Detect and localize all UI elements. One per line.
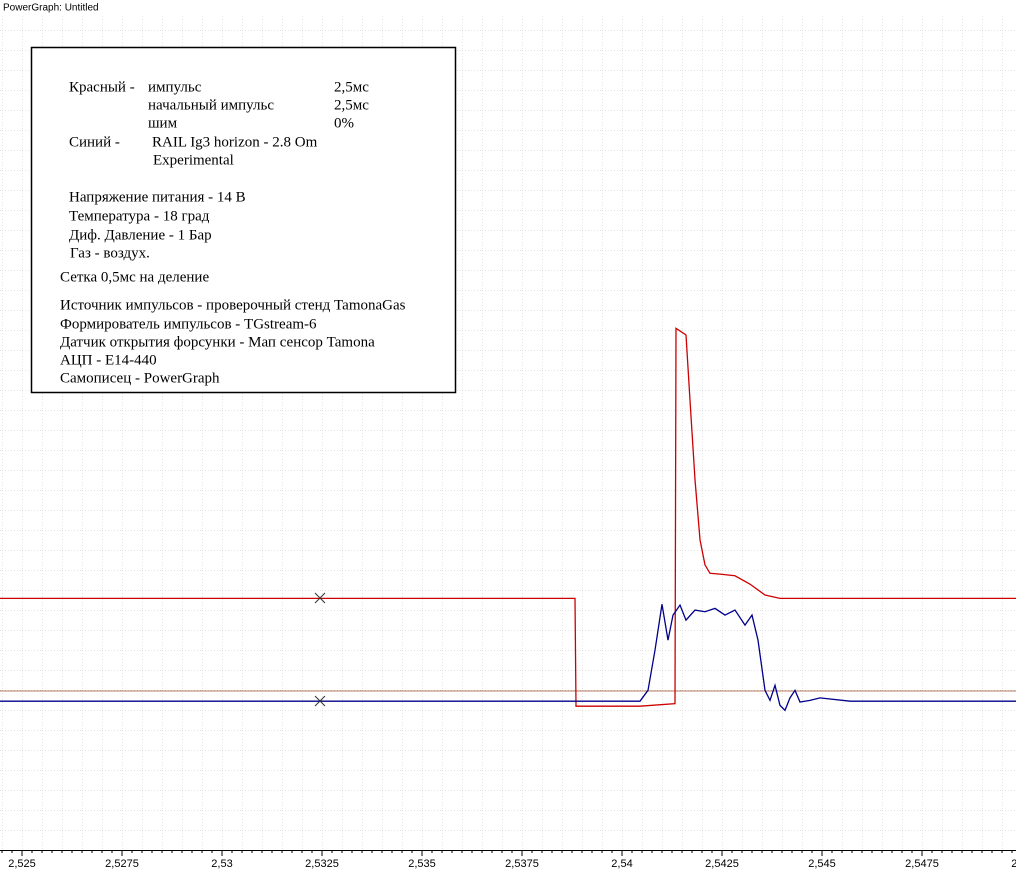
x-tick-label: 2,55: [1011, 858, 1016, 870]
info-box: [30, 46, 457, 394]
note: Диф. Давление - 1 Бар: [69, 227, 212, 243]
note: Красный -: [69, 79, 135, 95]
note: Самописец - PowerGraph: [60, 370, 220, 386]
trace: [0, 603, 1016, 712]
x-tick-label: 2,5425: [705, 858, 739, 870]
x-tick-label: 2,5275: [105, 858, 139, 870]
note: Источник импульсов - проверочный стенд T…: [60, 297, 406, 313]
x-axis-ticks: 2,525 2,5275 2,53 2,5325 2,535 2,5375 2,54 2,54…: [1, 850, 1016, 870]
note: Датчик открытия форсунки - Мап сенсор Ta…: [60, 334, 375, 350]
x-tick-label: 2,545: [808, 858, 836, 870]
note: Напряжение питания - 14 В: [69, 189, 246, 205]
note: АЦП - E14-440: [60, 352, 157, 368]
note: Experimental: [153, 152, 234, 168]
x-tick-label: 2,5475: [905, 858, 939, 870]
note: Температура - 18 град: [69, 208, 210, 224]
plot: [0, 327, 1016, 712]
note: Синий -: [69, 134, 120, 150]
cursor-marks: [314, 592, 326, 707]
x-tick-label: 2,535: [408, 858, 436, 870]
x-tick-label: 2,53: [211, 858, 232, 870]
note: шим: [148, 115, 178, 131]
window-title: PowerGraph: Untitled: [3, 3, 99, 14]
notes: Красный - импульс 2,5мс начальный импуль…: [60, 79, 406, 386]
note: Формирователь импульсов - TGstream-6: [60, 316, 317, 332]
note: начальный импульс: [148, 97, 274, 113]
trace: [0, 327, 1016, 707]
note: Сетка 0,5мс на деление: [60, 269, 209, 285]
note: импульс: [148, 79, 202, 95]
x-tick-label: 2,525: [8, 858, 36, 870]
note: 0%: [334, 115, 354, 131]
note: 2,5мс: [334, 79, 369, 95]
x-tick-label: 2,5375: [505, 858, 539, 870]
x-tick-label: 2,5325: [305, 858, 339, 870]
note: RAIL Ig3 horizon - 2.8 Om: [152, 134, 318, 150]
note: Газ - воздух.: [70, 245, 150, 261]
note: 2,5мс: [334, 97, 369, 113]
x-tick-label: 2,54: [611, 858, 632, 870]
